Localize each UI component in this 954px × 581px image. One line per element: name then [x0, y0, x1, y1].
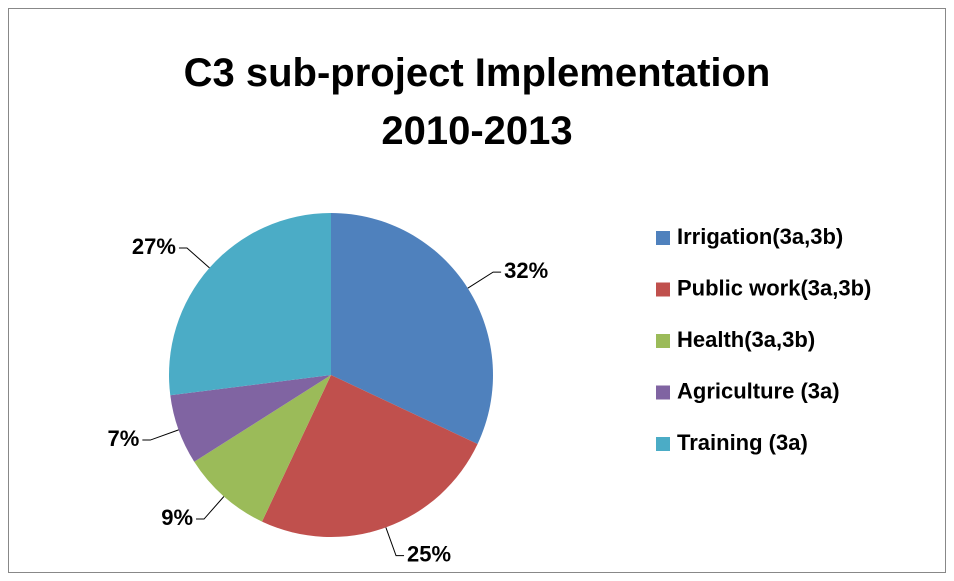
- legend-label: Irrigation(3a,3b): [677, 224, 843, 249]
- data-label: 7%: [108, 426, 140, 451]
- legend-label: Agriculture (3a): [677, 378, 840, 403]
- pie-slice: [170, 375, 331, 462]
- data-label: 32%: [504, 258, 548, 283]
- leader-line: [196, 496, 225, 520]
- chart-title: C3 sub-project Implementation 2010-2013: [183, 51, 771, 153]
- pie-slice: [262, 375, 478, 537]
- legend-swatch: [656, 385, 670, 400]
- legend-swatch: [656, 334, 670, 348]
- legend-swatch: [656, 437, 670, 451]
- data-label: 9%: [161, 505, 193, 530]
- data-label: 27%: [132, 234, 176, 259]
- data-label: 25%: [407, 541, 451, 566]
- pie-slice: [169, 213, 331, 396]
- legend-swatch: [656, 282, 670, 297]
- pie-slice: [194, 375, 331, 522]
- leader-line: [142, 429, 179, 441]
- leader-line: [178, 247, 210, 269]
- leader-line: [467, 271, 502, 289]
- legend-label: Training (3a): [677, 430, 808, 455]
- pie-slice: [331, 213, 493, 444]
- legend-swatch: [656, 231, 670, 245]
- title-box: C3 sub-project Implementation 2010-2013: [0, 44, 954, 160]
- leader-line: [385, 527, 405, 557]
- legend-label: Health(3a,3b): [677, 327, 815, 352]
- chart-frame: [8, 8, 946, 573]
- legend-label: Public work(3a,3b): [677, 275, 871, 300]
